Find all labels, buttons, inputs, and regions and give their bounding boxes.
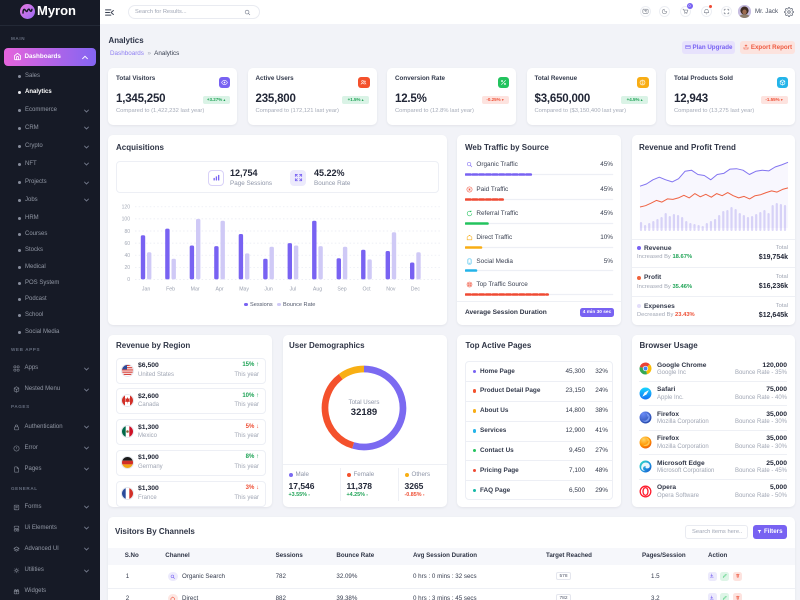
svg-text:Oct: Oct: [362, 287, 371, 293]
svg-text:Jun: Jun: [264, 287, 272, 293]
svg-text:120: 120: [122, 205, 131, 211]
svg-text:May: May: [239, 287, 249, 293]
svg-text:40: 40: [124, 253, 130, 259]
svg-text:80: 80: [124, 229, 130, 235]
svg-text:Dec: Dec: [411, 287, 421, 293]
svg-text:Apr: Apr: [216, 287, 224, 293]
svg-text:100: 100: [122, 217, 131, 223]
svg-text:0: 0: [127, 277, 130, 283]
svg-text:Jul: Jul: [290, 287, 297, 293]
svg-text:Sep: Sep: [337, 287, 346, 293]
svg-text:Jan: Jan: [142, 287, 150, 293]
svg-text:Mar: Mar: [191, 287, 200, 293]
svg-text:Nov: Nov: [386, 287, 396, 293]
svg-text:Aug: Aug: [313, 287, 322, 293]
svg-text:60: 60: [124, 241, 130, 247]
svg-text:Feb: Feb: [166, 287, 175, 293]
svg-text:20: 20: [124, 265, 130, 271]
